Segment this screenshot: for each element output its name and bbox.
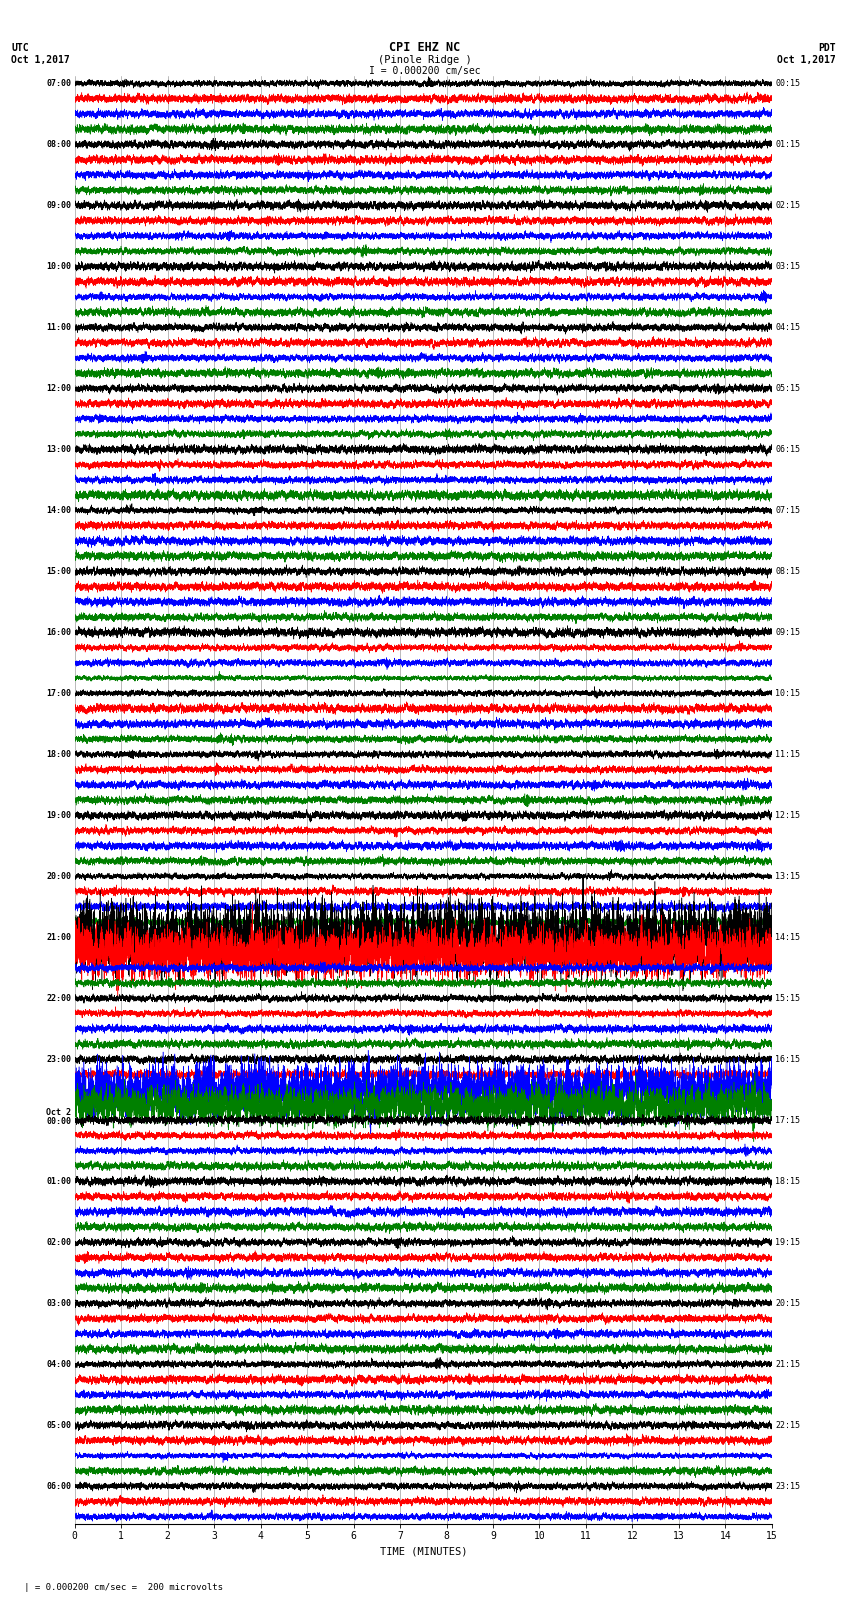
Text: 03:00: 03:00 bbox=[47, 1298, 71, 1308]
Text: 11:00: 11:00 bbox=[47, 323, 71, 332]
Text: 12:15: 12:15 bbox=[775, 811, 800, 819]
Text: 15:15: 15:15 bbox=[775, 994, 800, 1003]
Text: 18:15: 18:15 bbox=[775, 1177, 800, 1186]
Text: (Pinole Ridge ): (Pinole Ridge ) bbox=[378, 55, 472, 65]
Text: 13:15: 13:15 bbox=[775, 871, 800, 881]
Text: CPI EHZ NC: CPI EHZ NC bbox=[389, 40, 461, 55]
Text: 01:15: 01:15 bbox=[775, 140, 800, 148]
Text: 04:00: 04:00 bbox=[47, 1360, 71, 1369]
Text: 07:00: 07:00 bbox=[47, 79, 71, 89]
Text: I = 0.000200 cm/sec: I = 0.000200 cm/sec bbox=[369, 66, 481, 76]
Text: 02:00: 02:00 bbox=[47, 1237, 71, 1247]
Text: 22:00: 22:00 bbox=[47, 994, 71, 1003]
Text: 17:00: 17:00 bbox=[47, 689, 71, 698]
Text: 01:00: 01:00 bbox=[47, 1177, 71, 1186]
Text: 06:00: 06:00 bbox=[47, 1482, 71, 1490]
Text: 18:00: 18:00 bbox=[47, 750, 71, 758]
Text: 02:15: 02:15 bbox=[775, 202, 800, 210]
Text: 13:00: 13:00 bbox=[47, 445, 71, 453]
Text: 09:15: 09:15 bbox=[775, 627, 800, 637]
Text: 10:15: 10:15 bbox=[775, 689, 800, 698]
Text: 20:15: 20:15 bbox=[775, 1298, 800, 1308]
Text: 07:15: 07:15 bbox=[775, 506, 800, 515]
Text: 04:15: 04:15 bbox=[775, 323, 800, 332]
Text: 23:15: 23:15 bbox=[775, 1482, 800, 1490]
Text: UTC: UTC bbox=[11, 42, 29, 53]
Text: 00:15: 00:15 bbox=[775, 79, 800, 89]
Text: 14:15: 14:15 bbox=[775, 932, 800, 942]
Text: 22:15: 22:15 bbox=[775, 1421, 800, 1429]
Text: 20:00: 20:00 bbox=[47, 871, 71, 881]
Text: 17:15: 17:15 bbox=[775, 1116, 800, 1124]
X-axis label: TIME (MINUTES): TIME (MINUTES) bbox=[380, 1547, 467, 1557]
Text: 06:15: 06:15 bbox=[775, 445, 800, 453]
Text: 19:00: 19:00 bbox=[47, 811, 71, 819]
Text: 03:15: 03:15 bbox=[775, 261, 800, 271]
Text: PDT: PDT bbox=[818, 42, 836, 53]
Text: 00:00: 00:00 bbox=[47, 1118, 71, 1126]
Text: 12:00: 12:00 bbox=[47, 384, 71, 394]
Text: 16:15: 16:15 bbox=[775, 1055, 800, 1063]
Text: 23:00: 23:00 bbox=[47, 1055, 71, 1063]
Text: 21:00: 21:00 bbox=[47, 932, 71, 942]
Text: Oct 2: Oct 2 bbox=[47, 1108, 71, 1118]
Text: 16:00: 16:00 bbox=[47, 627, 71, 637]
Text: 08:15: 08:15 bbox=[775, 566, 800, 576]
Text: 19:15: 19:15 bbox=[775, 1237, 800, 1247]
Text: 14:00: 14:00 bbox=[47, 506, 71, 515]
Text: 21:15: 21:15 bbox=[775, 1360, 800, 1369]
Text: 10:00: 10:00 bbox=[47, 261, 71, 271]
Text: 09:00: 09:00 bbox=[47, 202, 71, 210]
Text: 05:15: 05:15 bbox=[775, 384, 800, 394]
Text: 11:15: 11:15 bbox=[775, 750, 800, 758]
Text: Oct 1,2017: Oct 1,2017 bbox=[777, 55, 836, 65]
Text: Oct 1,2017: Oct 1,2017 bbox=[11, 55, 70, 65]
Text: 15:00: 15:00 bbox=[47, 566, 71, 576]
Text: | = 0.000200 cm/sec =  200 microvolts: | = 0.000200 cm/sec = 200 microvolts bbox=[8, 1582, 224, 1592]
Text: 08:00: 08:00 bbox=[47, 140, 71, 148]
Text: 05:00: 05:00 bbox=[47, 1421, 71, 1429]
